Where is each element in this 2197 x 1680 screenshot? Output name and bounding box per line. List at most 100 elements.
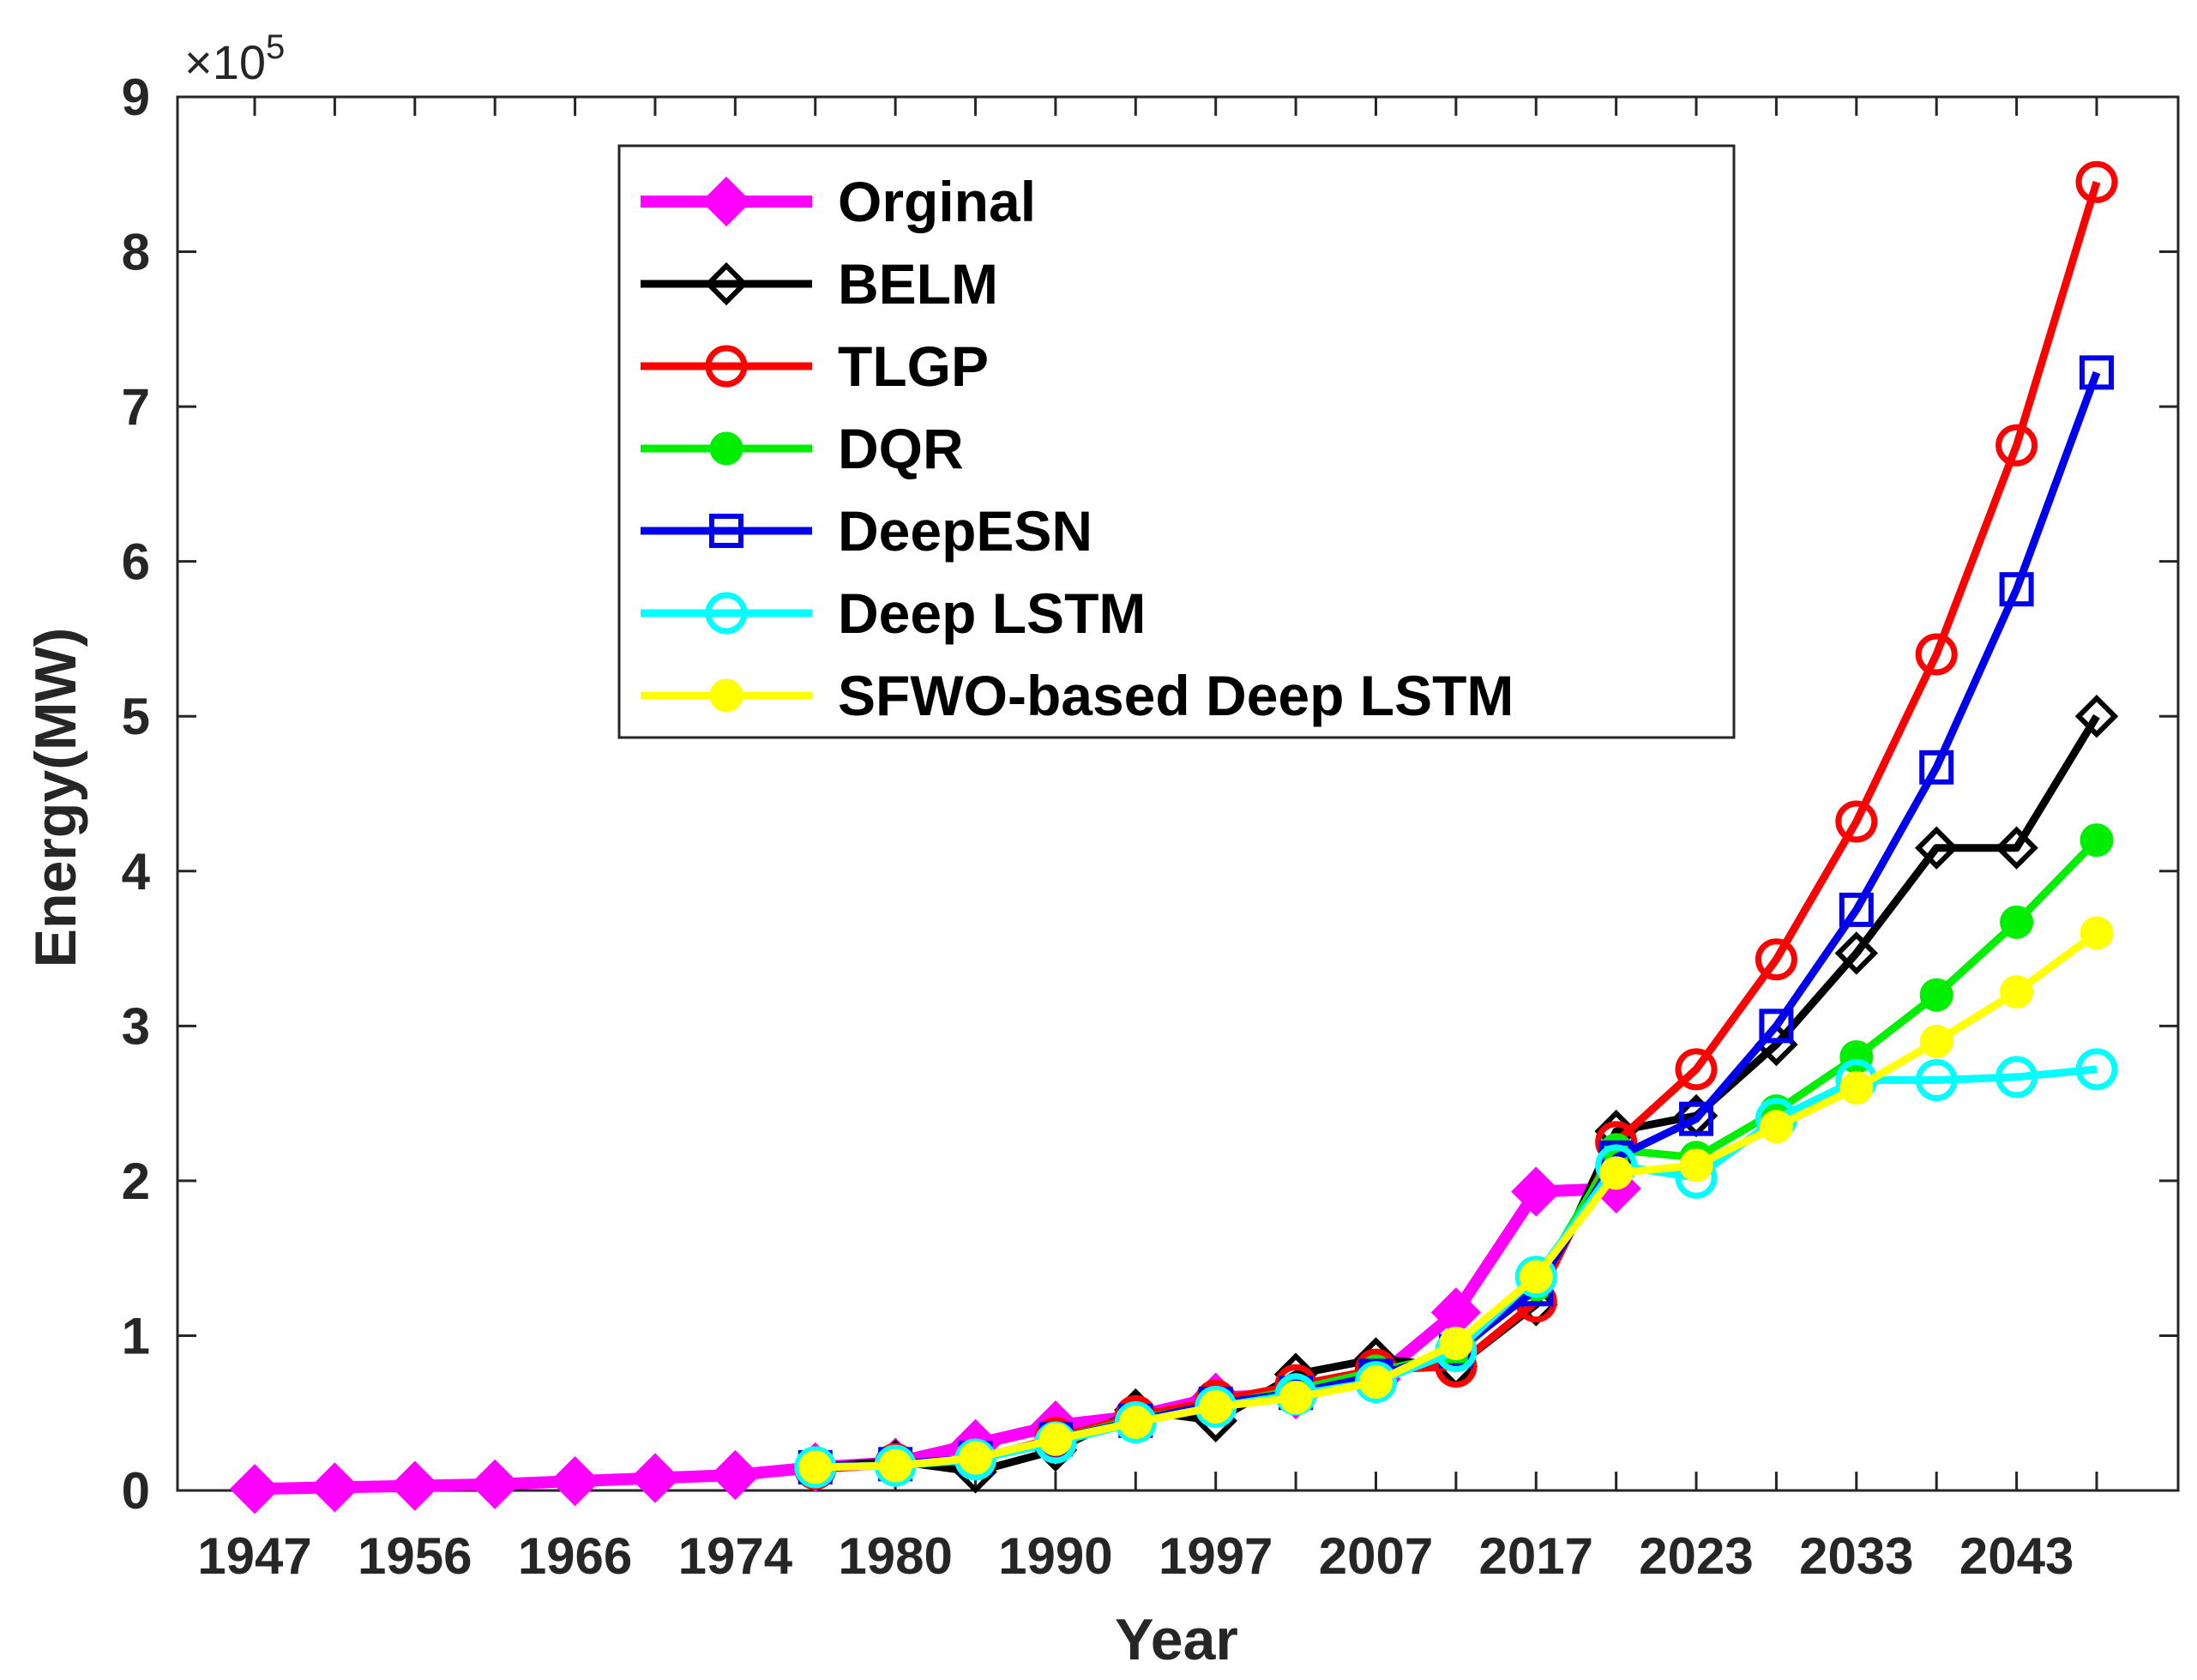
- legend-swatch-marker: [709, 431, 743, 466]
- data-point-belm: [2074, 694, 2119, 738]
- data-point-sfwo-based-deep-lstm: [1118, 1406, 1153, 1440]
- x-tick-label: 1974: [678, 1527, 793, 1585]
- legend-swatch-marker: [709, 678, 743, 713]
- legend-swatch-marker: [704, 262, 749, 306]
- series-line-orginal: [254, 1182, 1616, 1496]
- data-point-sfwo-based-deep-lstm: [1038, 1422, 1073, 1456]
- y-tick-label: 4: [122, 843, 151, 900]
- legend-label: SFWO-based Deep LSTM: [838, 664, 1514, 727]
- y-axis-ticks: 0 1 2 3 4 5 6 7 8 9: [122, 69, 2178, 1520]
- data-point-dqr: [2080, 823, 2114, 858]
- data-point-sfwo-based-deep-lstm: [1199, 1390, 1233, 1424]
- data-point-deepesn: [1919, 750, 1954, 785]
- data-point-sfwo-based-deep-lstm: [1919, 1024, 1953, 1058]
- data-point-dqr: [1919, 978, 1953, 1012]
- data-point-sfwo-based-deep-lstm: [798, 1450, 833, 1484]
- data-point-sfwo-based-deep-lstm: [1679, 1148, 1713, 1183]
- x-tick-label: 1966: [518, 1527, 632, 1585]
- data-point-tlgp: [1675, 1048, 1718, 1091]
- y-tick-label: 0: [122, 1462, 150, 1520]
- y-tick-label: 5: [122, 688, 150, 745]
- legend-label: TLGP: [838, 334, 989, 398]
- legend-swatch-marker: [709, 514, 743, 548]
- legend-item-orginal: Orginal: [641, 170, 1036, 233]
- legend-label: DeepESN: [838, 499, 1092, 563]
- legend-item-sfwo-based-deep-lstm: SFWO-based Deep LSTM: [641, 664, 1514, 727]
- data-point-orginal: [629, 1453, 681, 1503]
- legend-swatch-marker: [705, 345, 748, 388]
- data-point-deepesn: [1679, 1101, 1714, 1136]
- legend-label: DQR: [838, 417, 964, 480]
- legend-swatch-marker: [701, 176, 752, 227]
- x-tick-label: 2017: [1479, 1527, 1593, 1585]
- data-point-orginal: [710, 1449, 761, 1501]
- y-tick-label: 2: [122, 1153, 150, 1210]
- y-tick-label: 7: [122, 378, 150, 436]
- x-tick-label: 2033: [1799, 1527, 1913, 1585]
- legend-label: Deep LSTM: [838, 581, 1146, 645]
- series-layer: [229, 160, 2119, 1514]
- data-point-orginal: [229, 1464, 280, 1514]
- data-point-tlgp: [1995, 424, 2038, 467]
- data-point-tlgp: [1835, 800, 1878, 843]
- data-point-orginal: [470, 1459, 521, 1509]
- data-point-deepesn: [1759, 1009, 1794, 1044]
- legend-item-tlgp: TLGP: [641, 334, 989, 398]
- data-point-deepesn: [1999, 572, 2034, 607]
- legend-item-deep-lstm: Deep LSTM: [641, 581, 1146, 645]
- legend-swatch-marker: [705, 592, 748, 635]
- x-tick-label: 1947: [197, 1527, 311, 1585]
- x-tick-label: 2007: [1319, 1527, 1433, 1585]
- x-axis-ticks: 1947 1956 1966 1974 1980 1990 1997 2007 2017 2023…: [197, 97, 2098, 1585]
- y-tick-label: 1: [122, 1307, 150, 1364]
- series-sfwo-based-deep-lstm: [798, 916, 2114, 1484]
- data-point-sfwo-based-deep-lstm: [959, 1441, 993, 1475]
- series-line-deep-lstm: [815, 1065, 2098, 1472]
- series-line-dqr: [815, 837, 2100, 1472]
- data-point-deep-lstm: [1915, 1059, 1958, 1102]
- y-tick-label: 6: [122, 533, 150, 591]
- legend-item-belm: BELM: [641, 252, 998, 316]
- series-deep-lstm: [794, 1048, 2118, 1489]
- data-point-sfwo-based-deep-lstm: [2080, 916, 2114, 950]
- data-point-sfwo-based-deep-lstm: [2000, 975, 2034, 1009]
- legend-box: [617, 144, 1736, 739]
- data-point-sfwo-based-deep-lstm: [1279, 1381, 1313, 1415]
- x-tick-label: 2043: [1959, 1527, 2074, 1585]
- data-point-tlgp: [1755, 938, 1797, 981]
- legend-label: Orginal: [838, 170, 1036, 233]
- data-point-belm: [1834, 931, 1879, 975]
- legend: Orginal BELM TLGP DQR DeepESN Deep LSTM SFWO-b…: [617, 144, 1736, 739]
- y-tick-label: 8: [122, 224, 150, 281]
- legend-item-deepesn: DeepESN: [641, 499, 1092, 563]
- data-point-belm: [1995, 826, 2038, 870]
- legend-item-dqr: DQR: [641, 417, 964, 480]
- data-point-deepesn: [1839, 892, 1874, 927]
- data-point-deep-lstm: [1995, 1056, 2038, 1099]
- data-point-sfwo-based-deep-lstm: [1519, 1260, 1553, 1294]
- y-axis-exponent: ×105: [184, 28, 285, 89]
- data-point-dqr: [2000, 905, 2034, 939]
- data-point-sfwo-based-deep-lstm: [1358, 1365, 1393, 1400]
- x-tick-label: 1990: [998, 1527, 1112, 1585]
- data-point-sfwo-based-deep-lstm: [878, 1448, 912, 1483]
- x-tick-label: 1956: [358, 1527, 472, 1585]
- data-point-sfwo-based-deep-lstm: [1599, 1156, 1634, 1190]
- x-tick-label: 2023: [1639, 1527, 1753, 1585]
- data-point-tlgp: [2075, 160, 2118, 203]
- plot-frame: [176, 95, 2180, 1492]
- data-point-deep-lstm: [2075, 1048, 2118, 1091]
- data-point-orginal: [310, 1462, 360, 1513]
- legend-label: BELM: [838, 252, 998, 316]
- data-point-sfwo-based-deep-lstm: [1839, 1071, 1874, 1105]
- x-axis-title: Year: [1115, 1607, 1238, 1672]
- data-point-sfwo-based-deep-lstm: [1439, 1326, 1473, 1360]
- data-point-orginal: [1511, 1166, 1562, 1217]
- data-point-orginal: [550, 1456, 600, 1507]
- y-axis-title: Energy(MW): [23, 628, 88, 968]
- data-point-deep-lstm: [1514, 1255, 1557, 1298]
- data-point-belm: [1914, 826, 1959, 870]
- data-point-orginal: [389, 1460, 440, 1511]
- data-point-tlgp: [1915, 633, 1958, 676]
